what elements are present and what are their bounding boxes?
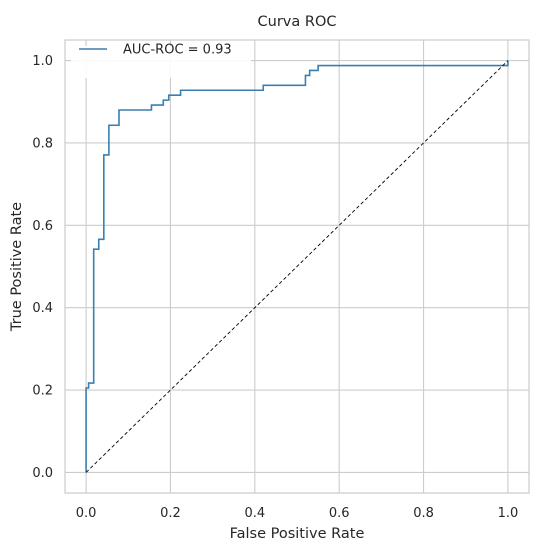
y-tick-label: 0.2 bbox=[32, 384, 53, 399]
y-axis-label: True Positive Rate bbox=[9, 202, 25, 332]
y-tick-label: 0.6 bbox=[32, 219, 53, 234]
y-tick-label: 1.0 bbox=[32, 54, 53, 69]
x-tick-label: 0.2 bbox=[160, 506, 181, 521]
x-tick-label: 0.0 bbox=[76, 506, 97, 521]
y-tick-label: 0.4 bbox=[32, 301, 53, 316]
plot-frame bbox=[64, 39, 530, 494]
chart-title: Curva ROC bbox=[258, 14, 337, 30]
roc-curve-line bbox=[85, 60, 509, 473]
y-tick-label: 0.0 bbox=[32, 466, 53, 481]
x-tick-label: 0.4 bbox=[244, 506, 265, 521]
tick-labels: 0.0 0.2 0.4 0.6 0.8 1.0 0.0 0.2 0.4 0.6 0.8 1.0 bbox=[32, 54, 518, 521]
y-tick-label: 0.8 bbox=[32, 136, 53, 151]
legend-box bbox=[71, 46, 251, 78]
x-axis-label: False Positive Rate bbox=[230, 526, 365, 542]
x-tick-label: 0.6 bbox=[329, 506, 350, 521]
legend: AUC-ROC = 0.93 bbox=[71, 43, 251, 78]
series-layer bbox=[85, 60, 509, 473]
x-tick-label: 1.0 bbox=[498, 506, 519, 521]
diagonal-reference-line bbox=[85, 60, 509, 473]
x-tick-label: 0.8 bbox=[413, 506, 434, 521]
legend-label: AUC-ROC = 0.93 bbox=[123, 43, 232, 58]
